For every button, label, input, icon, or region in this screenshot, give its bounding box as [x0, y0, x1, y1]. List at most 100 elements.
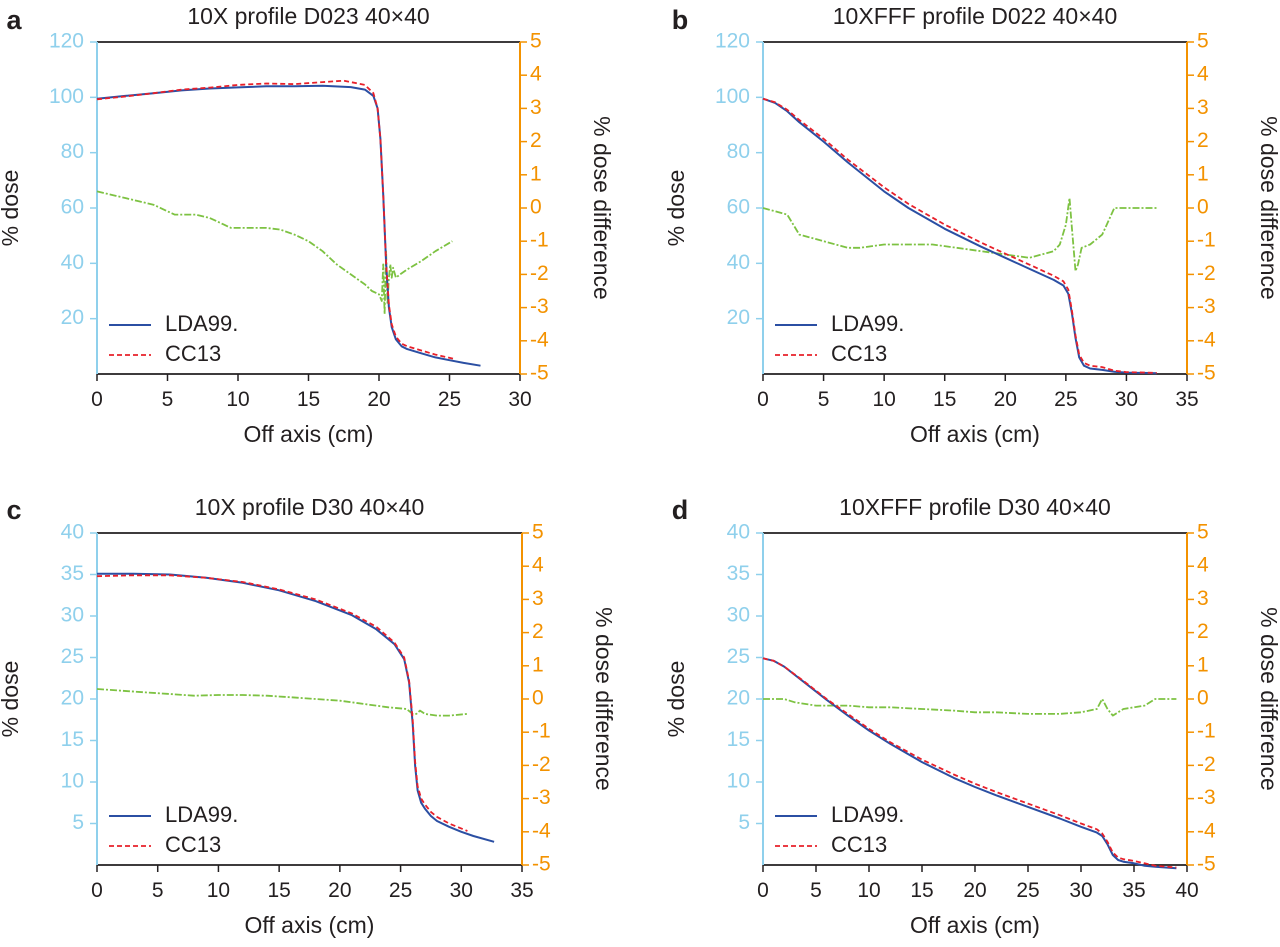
- series-lda99-line: [96, 84, 481, 367]
- legend-label-cc13: CC13: [831, 341, 887, 366]
- legend-label-cc13: CC13: [831, 832, 887, 857]
- x-axis-label: Off axis (cm): [910, 421, 1040, 447]
- right-y-tick-label: 3: [1197, 587, 1209, 610]
- x-tick-label: 0: [757, 879, 769, 902]
- right-y-tick-label: 5: [1197, 30, 1209, 53]
- series-dose-difference-line: [762, 197, 1157, 273]
- left-y-tick-label: 15: [727, 728, 750, 751]
- x-tick-label: 30: [1115, 388, 1138, 411]
- right-y-tick-label: -4: [532, 819, 551, 842]
- right-y-tick-label: 4: [530, 63, 542, 86]
- x-tick-label: 35: [510, 879, 533, 902]
- left-y-tick-label: 15: [61, 728, 84, 751]
- right-y-tick-label: -3: [530, 295, 549, 318]
- left-y-tick-label: 60: [61, 196, 84, 219]
- right-y-tick-label: 1: [532, 653, 544, 676]
- right-y-tick-label: 0: [1197, 196, 1209, 219]
- right-y-tick-label: 2: [530, 129, 542, 152]
- right-y-tick-label: -5: [532, 853, 551, 876]
- right-y-tick-label: -1: [532, 720, 551, 743]
- panel-letter: d: [672, 495, 689, 525]
- left-y-tick-label: 100: [49, 85, 84, 108]
- legend-label-cc13: CC13: [165, 341, 221, 366]
- series-cc13-line: [96, 574, 468, 832]
- right-y-tick-label: 3: [1197, 96, 1209, 119]
- right-y-axis-label: % dose difference: [591, 607, 617, 791]
- right-y-tick-label: -2: [1197, 753, 1216, 776]
- left-y-axis-label: % dose: [663, 661, 689, 738]
- left-y-tick-label: 5: [72, 811, 84, 834]
- x-tick-label: 30: [508, 388, 531, 411]
- x-tick-label: 5: [162, 388, 174, 411]
- x-tick-label: 35: [1122, 879, 1145, 902]
- x-tick-label: 10: [857, 879, 880, 902]
- x-tick-label: 20: [328, 879, 351, 902]
- right-y-tick-label: -4: [1197, 328, 1216, 351]
- right-y-axis-label: % dose difference: [1256, 116, 1280, 300]
- right-y-tick-label: -1: [530, 229, 549, 252]
- right-y-tick-label: 2: [532, 620, 544, 643]
- right-y-tick-label: -3: [532, 786, 551, 809]
- panel-letter: b: [672, 5, 689, 35]
- series-cc13-line: [762, 657, 1177, 869]
- panel-letter: a: [6, 5, 22, 35]
- x-tick-label: 5: [818, 388, 830, 411]
- right-y-tick-label: 1: [530, 162, 542, 185]
- right-y-tick-label: -3: [1197, 295, 1216, 318]
- left-y-tick-label: 35: [727, 562, 750, 585]
- x-tick-label: 0: [757, 388, 769, 411]
- left-y-tick-label: 120: [715, 30, 750, 53]
- x-tick-label: 5: [810, 879, 822, 902]
- right-y-tick-label: 0: [1197, 687, 1209, 710]
- chart-panel-d: d 10XFFF profile D30 40×400 5 10 15 20 25 30 35 4…: [663, 494, 1280, 938]
- right-y-tick-label: 0: [532, 687, 544, 710]
- x-tick-label: 15: [933, 388, 956, 411]
- right-y-tick-label: 1: [1197, 653, 1209, 676]
- left-y-tick-label: 10: [727, 770, 750, 793]
- x-tick-label: 20: [367, 388, 390, 411]
- chart-title: 10X profile D023 40×40: [187, 3, 429, 29]
- x-tick-label: 15: [910, 879, 933, 902]
- right-y-tick-label: -5: [1197, 853, 1216, 876]
- left-y-tick-label: 120: [49, 30, 84, 53]
- right-y-tick-label: 0: [530, 196, 542, 219]
- x-tick-label: 30: [450, 879, 473, 902]
- left-y-tick-label: 30: [61, 604, 84, 627]
- series-cc13-line: [96, 79, 454, 360]
- series-lda99-line: [762, 657, 1177, 870]
- left-y-tick-label: 35: [61, 562, 84, 585]
- left-y-axis-label: % dose: [663, 170, 689, 247]
- left-y-tick-label: 20: [727, 306, 750, 329]
- left-y-tick-label: 10: [61, 770, 84, 793]
- left-y-tick-label: 30: [727, 604, 750, 627]
- left-y-tick-label: 20: [61, 306, 84, 329]
- x-tick-label: 10: [872, 388, 895, 411]
- right-y-tick-label: 3: [530, 96, 542, 119]
- right-y-tick-label: -5: [530, 362, 549, 385]
- right-y-tick-label: -1: [1197, 229, 1216, 252]
- left-y-tick-label: 20: [727, 687, 750, 710]
- right-y-tick-label: -4: [530, 328, 549, 351]
- series-lda99-line: [97, 572, 495, 843]
- legend-label-lda99: LDA99.: [831, 311, 904, 336]
- x-tick-label: 35: [1175, 388, 1198, 411]
- x-tick-label: 20: [963, 879, 986, 902]
- left-y-tick-label: 80: [61, 140, 84, 163]
- left-y-tick-label: 60: [727, 196, 750, 219]
- left-y-tick-label: 25: [61, 645, 84, 668]
- right-y-tick-label: -2: [1197, 262, 1216, 285]
- left-y-tick-label: 40: [727, 521, 750, 544]
- series-dose-difference-line: [763, 698, 1177, 717]
- chart-title: 10X profile D30 40×40: [195, 494, 425, 520]
- x-axis-label: Off axis (cm): [245, 912, 375, 938]
- left-y-tick-label: 100: [715, 85, 750, 108]
- right-y-tick-label: -5: [1197, 362, 1216, 385]
- series-dose-difference-line: [96, 688, 468, 717]
- right-y-tick-label: -2: [532, 753, 551, 776]
- x-axis-label: Off axis (cm): [244, 421, 374, 447]
- chart-panel-c: c 10X profile D30 40×400 5 10 15 20 25 30 355101…: [0, 494, 617, 938]
- chart-panel-a: a 10X profile D023 40×400 5 10 15 20 25 3020406…: [0, 3, 615, 447]
- x-tick-label: 40: [1175, 879, 1198, 902]
- legend-label-lda99: LDA99.: [831, 802, 904, 827]
